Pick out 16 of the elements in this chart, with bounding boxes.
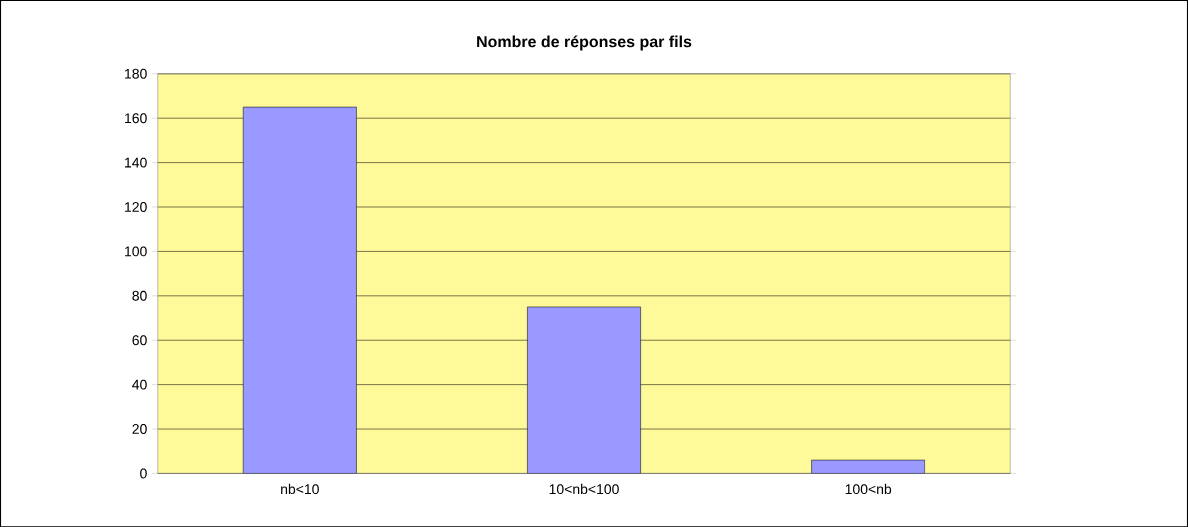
y-tick-label: 180 (125, 68, 147, 79)
y-tick-label: 160 (125, 113, 147, 124)
x-tick-label: nb<10 (281, 483, 319, 494)
y-tick-label: 120 (125, 201, 147, 212)
y-tick-label: 100 (125, 246, 147, 257)
x-tick-label: 10<nb<100 (549, 483, 619, 494)
bar (242, 106, 357, 474)
y-tick-label: 60 (132, 335, 147, 346)
y-tick-label: 0 (140, 468, 147, 479)
y-tick-label: 40 (132, 379, 147, 390)
y-tick-label: 140 (125, 157, 147, 168)
x-tick-label: 100<nb (845, 483, 892, 494)
y-tick-label: 20 (132, 423, 147, 434)
y-tick-label: 80 (132, 290, 147, 301)
bar (527, 306, 641, 474)
chart-title: Nombre de réponses par fils (477, 35, 692, 51)
